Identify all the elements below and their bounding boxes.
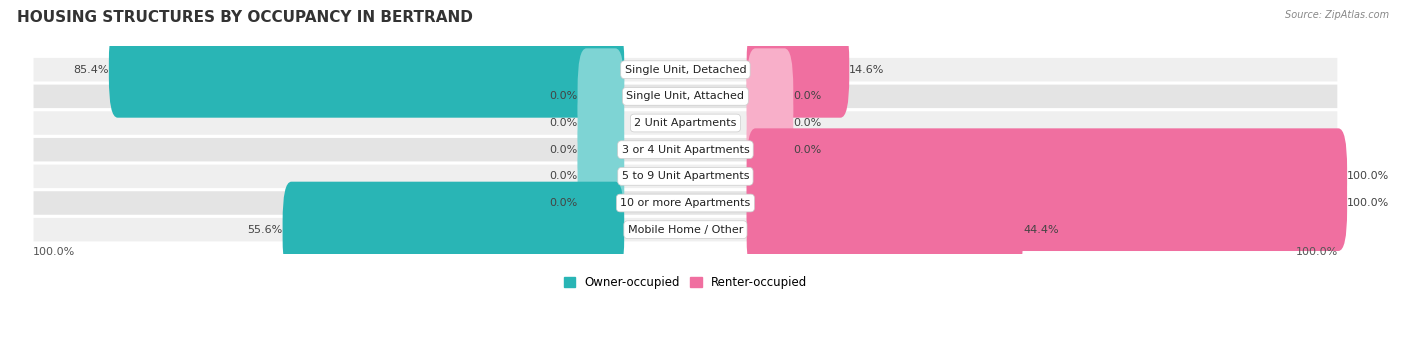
Text: 100.0%: 100.0% xyxy=(1296,247,1339,256)
Text: 14.6%: 14.6% xyxy=(849,65,884,75)
Text: Single Unit, Attached: Single Unit, Attached xyxy=(627,91,744,101)
Text: 5 to 9 Unit Apartments: 5 to 9 Unit Apartments xyxy=(621,171,749,181)
FancyBboxPatch shape xyxy=(747,182,1024,278)
Text: HOUSING STRUCTURES BY OCCUPANCY IN BERTRAND: HOUSING STRUCTURES BY OCCUPANCY IN BERTR… xyxy=(17,10,472,25)
Text: 55.6%: 55.6% xyxy=(247,225,283,235)
Text: 0.0%: 0.0% xyxy=(550,198,578,208)
FancyBboxPatch shape xyxy=(578,128,624,224)
FancyBboxPatch shape xyxy=(32,137,1339,162)
Legend: Owner-occupied, Renter-occupied: Owner-occupied, Renter-occupied xyxy=(558,271,813,294)
FancyBboxPatch shape xyxy=(108,22,624,118)
FancyBboxPatch shape xyxy=(283,182,624,278)
FancyBboxPatch shape xyxy=(747,48,793,144)
Text: 2 Unit Apartments: 2 Unit Apartments xyxy=(634,118,737,128)
FancyBboxPatch shape xyxy=(747,128,1347,224)
Text: 100.0%: 100.0% xyxy=(1347,171,1389,181)
FancyBboxPatch shape xyxy=(32,57,1339,83)
Text: 85.4%: 85.4% xyxy=(73,65,108,75)
Text: 100.0%: 100.0% xyxy=(1347,198,1389,208)
FancyBboxPatch shape xyxy=(32,84,1339,109)
Text: 0.0%: 0.0% xyxy=(550,145,578,155)
Text: 10 or more Apartments: 10 or more Apartments xyxy=(620,198,751,208)
FancyBboxPatch shape xyxy=(747,102,793,198)
Text: Single Unit, Detached: Single Unit, Detached xyxy=(624,65,747,75)
Text: 3 or 4 Unit Apartments: 3 or 4 Unit Apartments xyxy=(621,145,749,155)
FancyBboxPatch shape xyxy=(32,110,1339,136)
FancyBboxPatch shape xyxy=(578,102,624,198)
Text: 0.0%: 0.0% xyxy=(793,118,821,128)
Text: 44.4%: 44.4% xyxy=(1024,225,1059,235)
Text: 0.0%: 0.0% xyxy=(550,91,578,101)
FancyBboxPatch shape xyxy=(578,48,624,144)
FancyBboxPatch shape xyxy=(747,155,1347,251)
FancyBboxPatch shape xyxy=(32,217,1339,242)
FancyBboxPatch shape xyxy=(747,22,849,118)
Text: 0.0%: 0.0% xyxy=(550,171,578,181)
Text: Mobile Home / Other: Mobile Home / Other xyxy=(627,225,744,235)
Text: 0.0%: 0.0% xyxy=(793,145,821,155)
Text: Source: ZipAtlas.com: Source: ZipAtlas.com xyxy=(1285,10,1389,20)
FancyBboxPatch shape xyxy=(32,164,1339,189)
FancyBboxPatch shape xyxy=(32,190,1339,216)
Text: 0.0%: 0.0% xyxy=(793,91,821,101)
FancyBboxPatch shape xyxy=(578,75,624,171)
FancyBboxPatch shape xyxy=(747,75,793,171)
Text: 100.0%: 100.0% xyxy=(32,247,75,256)
FancyBboxPatch shape xyxy=(578,155,624,251)
Text: 0.0%: 0.0% xyxy=(550,118,578,128)
